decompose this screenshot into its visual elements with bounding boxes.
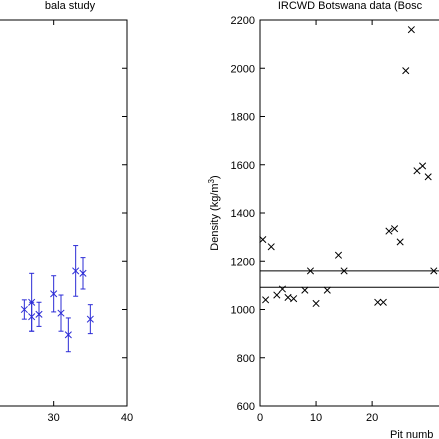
right-y-tick-label: 2200 (231, 15, 255, 27)
data-point (385, 227, 393, 235)
right-y-tick-label: 1200 (231, 256, 255, 268)
right-x-tick-label: 10 (310, 412, 322, 424)
data-point (374, 298, 382, 306)
data-point-stroke-b (57, 309, 65, 317)
data-point-stroke-b (419, 162, 427, 170)
data-point (20, 305, 28, 314)
data-point-stroke-b (301, 286, 309, 294)
data-point-stroke-b (340, 267, 348, 275)
data-point-stroke-b (278, 285, 286, 293)
data-point-stroke-b (334, 251, 343, 259)
data-point-stroke-b (402, 67, 410, 75)
data-point (407, 26, 415, 34)
right-y-axis-label: Density (kg/m3) (207, 175, 221, 250)
data-point (312, 299, 320, 308)
left-x-tick-label: 40 (121, 412, 133, 424)
data-point-stroke-b (28, 313, 36, 321)
data-point (57, 309, 65, 317)
right-y-axis-label-sup: 3 (207, 178, 216, 183)
right-y-tick-label: 800 (237, 353, 255, 365)
right-y-axis-label-main: Density (kg/m (209, 183, 221, 250)
data-point (50, 290, 58, 298)
data-point (290, 295, 298, 303)
data-point-stroke-b (50, 290, 58, 298)
right-y-tick-label: 1800 (231, 112, 255, 124)
data-point (79, 269, 87, 277)
data-point (402, 67, 410, 75)
right-x-axis-label: Pit numb (390, 429, 433, 439)
data-point-stroke-b (79, 269, 87, 277)
data-point (396, 238, 404, 246)
right-y-tick-label: 1400 (231, 208, 255, 220)
data-point-stroke-b (35, 310, 43, 318)
data-point (259, 235, 267, 244)
data-point (28, 313, 36, 321)
right-marks (259, 26, 438, 308)
right-y-tick-label: 1000 (231, 305, 255, 317)
data-point (35, 310, 43, 318)
data-point-stroke-b (424, 173, 432, 181)
data-point-stroke-b (407, 26, 415, 34)
data-point-stroke-b (86, 315, 94, 323)
data-point-stroke-b (430, 267, 438, 275)
data-point-stroke-b (273, 291, 281, 299)
data-point-stroke-b (20, 305, 28, 314)
right-reference-lines (260, 270, 439, 288)
left-marks (20, 245, 94, 353)
data-point-stroke-b (284, 293, 292, 301)
left-x-tick-label: 30 (48, 412, 60, 424)
data-point (278, 285, 286, 293)
data-point (419, 162, 427, 170)
right-x-tick-label: 0 (257, 412, 263, 424)
right-y-tick-label: 1600 (231, 160, 255, 172)
data-point (273, 291, 281, 299)
data-point (64, 331, 72, 339)
data-point-stroke-b (312, 299, 320, 308)
right-y-tick-label: 600 (237, 401, 255, 413)
data-point (306, 267, 315, 275)
left-panel-title: bala study (45, 0, 96, 12)
left-ticks: 30 40 (48, 20, 133, 424)
data-point-stroke-b (262, 296, 270, 304)
data-point (301, 286, 309, 294)
left-plot-frame (0, 19, 128, 407)
data-point-stroke-b (72, 267, 80, 275)
data-point-stroke-b (413, 167, 421, 175)
data-point-stroke-b (390, 225, 399, 233)
data-point (267, 243, 275, 251)
data-point (86, 315, 94, 323)
data-point (262, 296, 270, 304)
data-point (284, 293, 292, 301)
right-panel: IRCWD Botswana data (Bosc Density (kg/m3… (207, 0, 439, 439)
data-point (323, 286, 331, 294)
right-ticks: 600 800 1000 1200 1400 1600 1800 2000 2200 0 10 20 (231, 15, 379, 424)
right-plot-frame (259, 19, 439, 407)
data-point (413, 167, 421, 175)
data-point-stroke-b (385, 227, 393, 235)
data-point-stroke-b (306, 267, 315, 275)
data-point (430, 267, 438, 275)
data-point-stroke-b (290, 295, 298, 303)
data-point-stroke-b (379, 298, 387, 306)
data-point (340, 267, 348, 275)
left-panel: bala study 30 40 (0, 0, 133, 424)
data-point (379, 298, 387, 306)
data-point (390, 225, 399, 233)
data-point-stroke-b (267, 243, 275, 251)
data-point-stroke-b (396, 238, 404, 246)
data-point-stroke-b (64, 331, 72, 339)
data-point-stroke-b (323, 286, 331, 294)
data-point-stroke-b (259, 235, 267, 244)
data-point (72, 267, 80, 275)
right-x-tick-label: 20 (366, 412, 378, 424)
right-y-axis-label-end: ) (209, 175, 221, 179)
data-point-stroke-b (374, 298, 382, 306)
data-point (424, 173, 432, 181)
right-y-tick-label: 2000 (231, 63, 255, 75)
right-panel-title: IRCWD Botswana data (Bosc (278, 0, 423, 12)
data-point (334, 251, 343, 259)
